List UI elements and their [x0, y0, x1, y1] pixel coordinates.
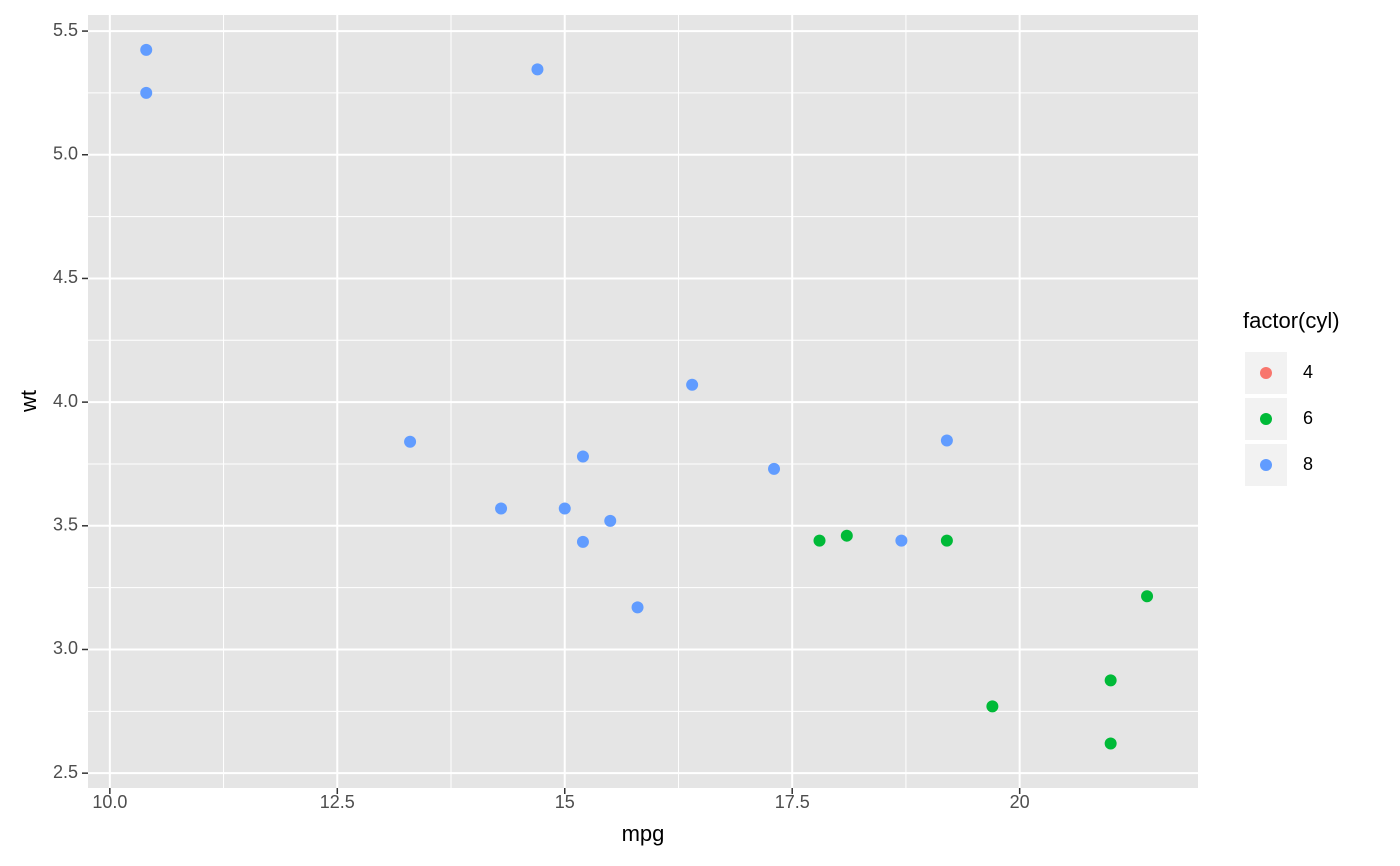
point [495, 502, 508, 515]
legend-marker [1260, 459, 1272, 471]
point [404, 435, 417, 448]
point [1141, 590, 1154, 603]
y-tick-label: 3.5 [53, 515, 78, 535]
point [940, 534, 953, 547]
x-tick-label: 20 [1010, 792, 1030, 812]
point [576, 450, 589, 463]
y-tick-label: 5.5 [53, 20, 78, 40]
point [686, 378, 699, 391]
grid [88, 15, 1198, 788]
point [895, 534, 908, 547]
y-tick-label: 4.5 [53, 267, 78, 287]
point [940, 434, 953, 447]
legend-title: factor(cyl) [1243, 308, 1340, 333]
point [768, 462, 781, 475]
point [140, 43, 153, 56]
points [140, 43, 1154, 750]
y-tick-label: 2.5 [53, 762, 78, 782]
point [986, 700, 999, 713]
x-tick-label: 12.5 [320, 792, 355, 812]
legend-marker [1260, 367, 1272, 379]
x-axis-label: mpg [622, 821, 665, 846]
point [531, 63, 544, 76]
point [840, 529, 853, 542]
x-tick-label: 17.5 [775, 792, 810, 812]
point [631, 601, 644, 614]
point [604, 514, 617, 527]
x-tick-label: 15 [555, 792, 575, 812]
y-tick-label: 5.0 [53, 144, 78, 164]
point [1104, 737, 1117, 750]
y-axis-label: wt [16, 390, 41, 413]
y-tick-label: 3.0 [53, 638, 78, 658]
x-tick-label: 10.0 [92, 792, 127, 812]
point [140, 86, 153, 99]
y-tick-label: 4.0 [53, 391, 78, 411]
legend-label: 4 [1303, 362, 1313, 382]
legend-label: 8 [1303, 454, 1313, 474]
point [576, 535, 589, 548]
point [558, 502, 571, 515]
point [1104, 674, 1117, 687]
legend-marker [1260, 413, 1272, 425]
legend-label: 6 [1303, 408, 1313, 428]
point [813, 534, 826, 547]
